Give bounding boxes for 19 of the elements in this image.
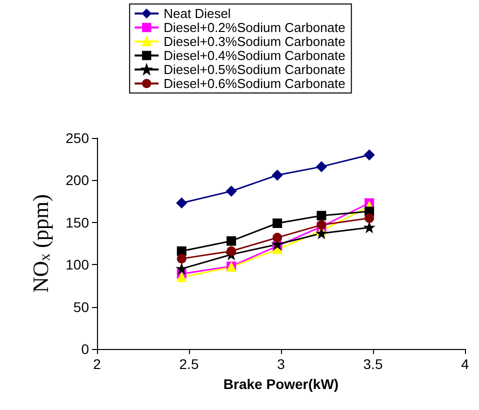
- legend-label: Diesel+0.3%Sodium Carbonate: [164, 34, 346, 49]
- y-tick-label: 50: [73, 298, 90, 315]
- legend-label: Diesel+0.5%Sodium Carbonate: [164, 62, 346, 77]
- y-tick-label: 250: [66, 130, 90, 146]
- x-tick-label: 3.5: [363, 356, 383, 372]
- y-tick-label: 100: [66, 256, 90, 273]
- legend-label: Neat Diesel: [164, 6, 231, 21]
- x-tick-label: 4: [461, 356, 470, 372]
- y-axis-title: NOx (ppm): [28, 194, 54, 293]
- y-tick-label: 200: [66, 172, 90, 188]
- x-axis-title: Brake Power(kW): [223, 376, 339, 392]
- y-tick-label: 150: [66, 214, 90, 230]
- legend-label: Diesel+0.4%Sodium Carbonate: [164, 48, 346, 63]
- x-tick-label: 2.5: [179, 356, 199, 372]
- x-tick-label: 2: [93, 356, 102, 372]
- legend-label: Diesel+0.6%Sodium Carbonate: [164, 76, 346, 91]
- x-tick-label: 3: [277, 356, 286, 372]
- legend-label: Diesel+0.2%Sodium Carbonate: [164, 20, 346, 35]
- y-tick-label: 0: [81, 341, 90, 357]
